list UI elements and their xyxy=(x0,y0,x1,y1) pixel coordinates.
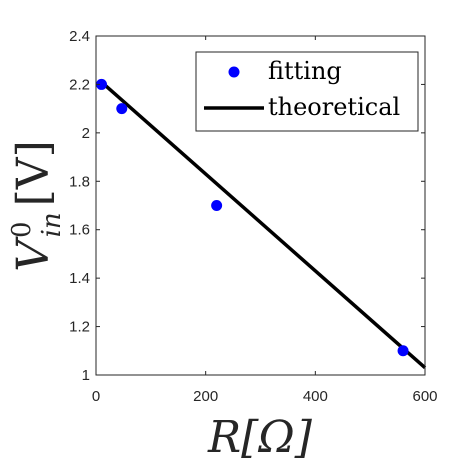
x-tick-label: 400 xyxy=(303,388,328,405)
series-layer xyxy=(95,78,427,370)
tick-layer: 0 200 400 600 1 1.2 1.4 1.6 1.8 2 2.2 2.4 xyxy=(69,28,437,405)
y-axis-label: V0in [V] xyxy=(7,140,67,272)
y-axis-label-sub: in xyxy=(37,212,67,237)
y-tick-label: 2.4 xyxy=(69,28,90,45)
legend-marker-fitting xyxy=(228,66,240,78)
y-axis-label-main: V xyxy=(8,236,59,272)
y-tick-label: 1.4 xyxy=(69,270,90,287)
svg-text:V0in[V]: V0in [V] xyxy=(7,140,67,272)
series-line-theoretical xyxy=(100,80,427,370)
y-tick-label: 1.6 xyxy=(69,222,90,239)
legend-label-fitting: fitting xyxy=(268,57,342,85)
data-point xyxy=(116,103,128,115)
x-tick-label: 0 xyxy=(92,388,100,405)
y-axis-label-sup: 0 xyxy=(7,221,37,238)
x-tick-label: 200 xyxy=(193,388,218,405)
plot-frame xyxy=(95,35,426,376)
data-point xyxy=(397,345,409,357)
y-tick-label: 1.8 xyxy=(69,173,90,190)
y-tick-label: 2.2 xyxy=(69,76,90,93)
y-axis-label-unit: [V] xyxy=(8,140,59,206)
data-point xyxy=(211,200,223,211)
x-axis-label: R[Ω] xyxy=(207,412,313,463)
legend-box xyxy=(195,51,419,132)
data-point xyxy=(95,78,107,90)
legend-label-theoretical: theoretical xyxy=(268,93,400,121)
y-tick-label: 1.2 xyxy=(69,319,90,336)
legend: fitting theoretical xyxy=(195,51,419,132)
y-tick-label: 2 xyxy=(82,125,90,142)
y-tick-label: 1 xyxy=(82,367,90,384)
x-tick-label: 600 xyxy=(412,388,437,405)
